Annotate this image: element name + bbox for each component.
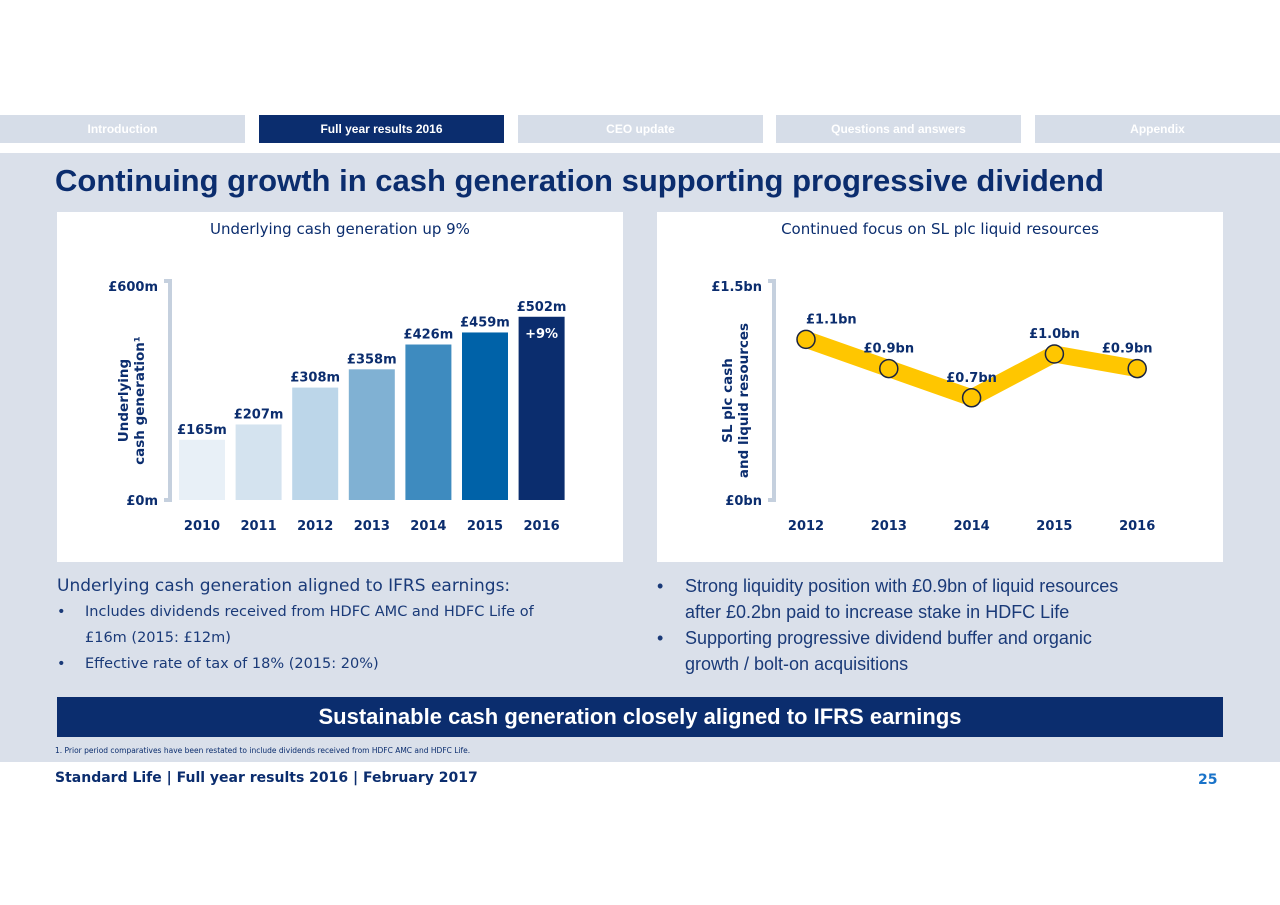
bar-2014 xyxy=(405,344,452,500)
y-axis-bracket xyxy=(164,279,172,502)
y-axis-label: Underlying xyxy=(116,359,132,442)
left-text: Underlying cash generation aligned to IF… xyxy=(57,573,647,677)
data-label: £207m xyxy=(234,407,284,422)
bullet: Includes dividends received from HDFC AM… xyxy=(57,599,647,625)
data-point-2012 xyxy=(796,329,816,350)
bullet: Supporting progressive dividend buffer a… xyxy=(657,625,1223,651)
y-axis-label: cash generation¹ xyxy=(132,336,148,465)
bar-chart: £0m £600m Underlying cash generation¹ £165m 2… xyxy=(108,279,567,534)
y-axis-label: and liquid resources xyxy=(736,323,752,478)
growth-annotation: +9% xyxy=(525,327,558,342)
bullet: Effective rate of tax of 18% (2015: 20%) xyxy=(57,651,647,677)
bullet: Strong liquidity position with £0.9bn of… xyxy=(657,573,1223,599)
line-chart-panel: Continued focus on SL plc liquid resourc… xyxy=(657,212,1223,562)
data-label: £1.1bn xyxy=(806,312,857,327)
footer-text: Standard Life | Full year results 2016 |… xyxy=(55,770,478,786)
y-tick-label: £0bn xyxy=(725,494,762,509)
bar-2011 xyxy=(235,424,282,500)
bar-chart-title: Underlying cash generation up 9% xyxy=(210,220,470,238)
x-tick-label: 2012 xyxy=(788,519,824,534)
tab-ceo-update[interactable]: CEO update xyxy=(518,115,763,143)
line-chart: £0bn £1.5bn SL plc cash and liquid resource… xyxy=(711,279,1155,534)
y-tick-label: £0m xyxy=(126,494,158,509)
data-label: £165m xyxy=(177,423,227,438)
data-label: £1.0bn xyxy=(1029,327,1080,342)
tab-full-year-results[interactable]: Full year results 2016 xyxy=(259,115,504,143)
bar-2012 xyxy=(292,387,339,500)
x-tick-label: 2013 xyxy=(871,519,907,534)
tab-appendix[interactable]: Appendix xyxy=(1035,115,1280,143)
left-heading: Underlying cash generation aligned to IF… xyxy=(57,576,511,596)
y-tick-label: £1.5bn xyxy=(711,280,762,295)
x-tick-label: 2016 xyxy=(524,519,560,534)
data-label: £0.7bn xyxy=(946,371,997,386)
page-title: Continuing growth in cash generation sup… xyxy=(55,163,1104,198)
tab-introduction[interactable]: Introduction xyxy=(0,115,245,143)
line-chart-title: Continued focus on SL plc liquid resourc… xyxy=(781,220,1099,238)
data-label: £0.9bn xyxy=(1102,342,1153,357)
x-tick-label: 2012 xyxy=(297,519,333,534)
data-point-2013 xyxy=(879,358,899,379)
bar-2010 xyxy=(179,439,225,500)
data-label: £308m xyxy=(290,371,340,386)
key-message-banner: Sustainable cash generation closely alig… xyxy=(57,697,1223,737)
bar-2013 xyxy=(348,369,395,500)
x-tick-label: 2014 xyxy=(954,519,990,534)
x-tick-label: 2013 xyxy=(354,519,390,534)
data-point-2014 xyxy=(961,388,982,408)
x-tick-label: 2015 xyxy=(1036,519,1072,534)
y-axis-bracket xyxy=(768,279,776,502)
data-point-2015 xyxy=(1044,344,1065,364)
x-tick-label: 2011 xyxy=(241,519,277,534)
data-label: £0.9bn xyxy=(863,342,914,357)
data-label: £358m xyxy=(347,352,397,367)
bar-2015 xyxy=(462,332,508,500)
data-label: £426m xyxy=(404,328,454,343)
bullet-continued: £16m (2015: £12m) xyxy=(85,630,231,646)
page-number: 25 xyxy=(1198,772,1218,788)
bar-2016 xyxy=(518,316,565,500)
data-label: £459m xyxy=(460,315,510,330)
bar-chart-panel: Underlying cash generation up 9% £0m £600… xyxy=(57,212,623,562)
x-tick-label: 2014 xyxy=(410,519,446,534)
y-tick-label: £600m xyxy=(108,280,158,295)
x-tick-label: 2016 xyxy=(1119,519,1155,534)
data-label: £502m xyxy=(517,300,567,315)
data-point-2016 xyxy=(1127,358,1147,379)
x-tick-label: 2010 xyxy=(184,519,220,534)
bullet-continued: after £0.2bn paid to increase stake in H… xyxy=(685,602,1070,622)
tab-questions-answers[interactable]: Questions and answers xyxy=(776,115,1021,143)
bullet-continued: growth / bolt-on acquisitions xyxy=(685,654,909,674)
right-text: Strong liquidity position with £0.9bn of… xyxy=(657,573,1223,677)
footnote: 1. Prior period comparatives have been r… xyxy=(55,746,471,755)
y-axis-label: SL plc cash xyxy=(720,358,736,443)
x-tick-label: 2015 xyxy=(467,519,503,534)
